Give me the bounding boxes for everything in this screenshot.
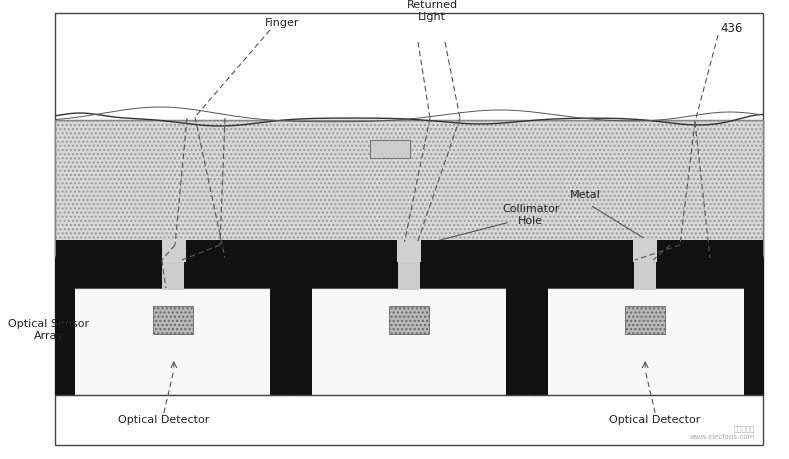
Bar (523, 258, 531, 395)
Bar (294, 288, 524, 395)
Bar (56, 240, 763, 260)
Text: 电子发烧友
www.elecfans.com: 电子发烧友 www.elecfans.com (690, 426, 755, 440)
Bar (760, 258, 764, 395)
Bar (294, 288, 312, 395)
Bar (154, 306, 193, 334)
Bar (625, 306, 665, 334)
Bar (55, 120, 763, 255)
Text: 436: 436 (720, 22, 742, 34)
Bar (633, 238, 657, 262)
Bar (57, 288, 75, 395)
Bar (57, 258, 288, 288)
Text: Optical Sensor
Array: Optical Sensor Array (8, 319, 89, 341)
Bar (530, 258, 762, 288)
Text: Optical Detector: Optical Detector (609, 415, 701, 425)
Bar (398, 258, 420, 290)
Bar (55, 13, 763, 445)
Text: Optical Detector: Optical Detector (118, 415, 210, 425)
Bar (389, 306, 429, 334)
Bar (530, 288, 762, 395)
Bar (288, 258, 296, 395)
Bar (55, 258, 59, 395)
Bar (506, 288, 524, 395)
Bar (634, 258, 656, 290)
Bar (57, 288, 288, 395)
Bar (270, 288, 288, 395)
Bar (530, 288, 548, 395)
Bar (163, 258, 185, 290)
Bar (162, 238, 186, 262)
Bar (294, 258, 524, 288)
Text: Collimator
Hole: Collimator Hole (502, 204, 559, 226)
Bar (744, 288, 762, 395)
Bar (55, 120, 763, 255)
Text: Finger: Finger (265, 18, 299, 28)
Text: Returned
Light: Returned Light (406, 0, 458, 22)
Bar (370, 140, 410, 158)
Bar (398, 238, 421, 262)
Text: Metal: Metal (570, 190, 601, 200)
